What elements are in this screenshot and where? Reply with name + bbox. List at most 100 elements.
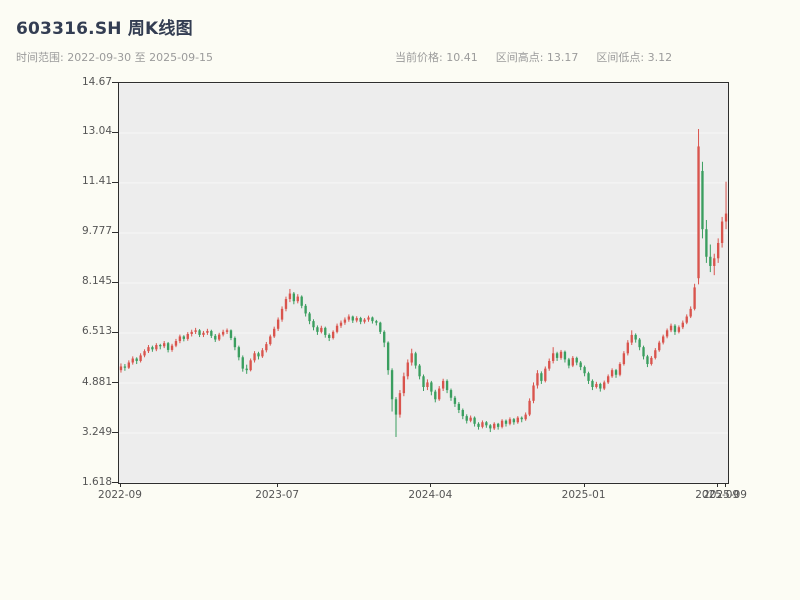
candle <box>367 315 370 322</box>
candle <box>398 390 402 418</box>
y-tick-mark <box>112 281 118 283</box>
candle <box>591 379 594 391</box>
candle <box>555 351 559 361</box>
candle <box>701 161 704 239</box>
candle <box>587 371 590 384</box>
candle <box>469 415 472 423</box>
candle <box>618 362 622 377</box>
candle <box>328 333 331 342</box>
candle <box>544 366 547 383</box>
candle <box>394 397 398 437</box>
candle <box>379 321 382 334</box>
candle <box>300 295 303 309</box>
candle <box>500 419 504 429</box>
candle <box>194 327 197 334</box>
candle <box>563 350 567 363</box>
candle <box>265 341 268 353</box>
candle <box>249 358 252 372</box>
candle <box>426 379 429 391</box>
candle <box>606 374 610 384</box>
candle <box>127 360 131 369</box>
candle <box>214 333 217 342</box>
x-tick-label: 2025-01 <box>561 489 606 501</box>
candle <box>685 314 688 325</box>
y-tick-mark <box>112 382 118 383</box>
candle <box>438 386 441 401</box>
candle <box>186 332 189 341</box>
candle <box>610 368 614 378</box>
candle <box>697 128 700 285</box>
candle <box>347 314 351 322</box>
candle <box>665 328 669 339</box>
candle <box>512 417 516 425</box>
time-range-text: 时间范围: 2022-09-30 至 2025-09-15 <box>16 51 214 64</box>
candle <box>237 345 241 361</box>
subtitle-row: 时间范围: 2022-09-30 至 2025-09-15 当前价格: 10.4… <box>0 49 800 65</box>
candle <box>363 318 366 324</box>
candle <box>292 292 296 305</box>
y-tick-label: 8.145 <box>81 275 112 288</box>
candle <box>418 364 421 380</box>
candle <box>233 336 237 351</box>
candle <box>638 337 641 351</box>
candle <box>540 371 543 384</box>
candle <box>386 341 390 375</box>
current-price-text: 当前价格: 10.41 <box>395 51 478 64</box>
candle <box>681 320 684 330</box>
candle <box>677 325 681 334</box>
range-high-text: 区间高点: 13.17 <box>495 51 579 64</box>
candle <box>528 398 531 417</box>
candle <box>339 320 343 328</box>
candle <box>551 347 555 364</box>
candle <box>626 340 629 356</box>
candle <box>280 306 284 322</box>
candle <box>139 353 142 363</box>
y-tick-label: 14.67 <box>81 75 112 88</box>
candle <box>693 283 696 311</box>
candle <box>453 395 457 407</box>
candle <box>489 424 492 433</box>
candle <box>481 420 484 429</box>
candle <box>288 288 292 303</box>
candle <box>575 356 578 366</box>
candle <box>441 378 445 391</box>
candle <box>508 417 512 426</box>
candle <box>218 332 221 342</box>
x-tick-mark <box>119 483 121 487</box>
x-tick-label: 2022-09 <box>98 489 142 501</box>
candle <box>473 416 476 427</box>
candle <box>174 338 178 348</box>
x-tick-label: 2023-07 <box>255 489 300 501</box>
candle <box>312 319 315 331</box>
candle <box>485 421 488 428</box>
candle <box>422 374 425 391</box>
candle <box>493 422 496 430</box>
candle <box>720 216 724 248</box>
candle <box>634 333 637 343</box>
candle <box>182 335 186 342</box>
candle <box>335 323 339 334</box>
x-tick-mark <box>717 483 719 487</box>
candle <box>316 325 319 335</box>
candle <box>496 422 500 430</box>
candle <box>520 416 523 423</box>
candle <box>434 389 437 403</box>
candle <box>689 306 692 319</box>
candle <box>324 326 327 338</box>
candle <box>461 408 464 420</box>
candle <box>276 317 280 331</box>
stats-group: 当前价格: 10.41 区间高点: 13.17 区间低点: 3.12 <box>395 49 672 65</box>
candle <box>359 316 362 325</box>
candle <box>646 354 649 368</box>
candle <box>658 340 661 352</box>
y-tick-mark <box>112 331 118 333</box>
candle <box>661 334 665 345</box>
candle <box>414 351 417 369</box>
candle <box>269 334 272 346</box>
y-tick-mark <box>112 181 118 183</box>
candle <box>650 356 653 366</box>
candle <box>178 334 182 344</box>
x-tick-label: 2025-09 <box>695 489 740 501</box>
candle <box>669 323 673 333</box>
